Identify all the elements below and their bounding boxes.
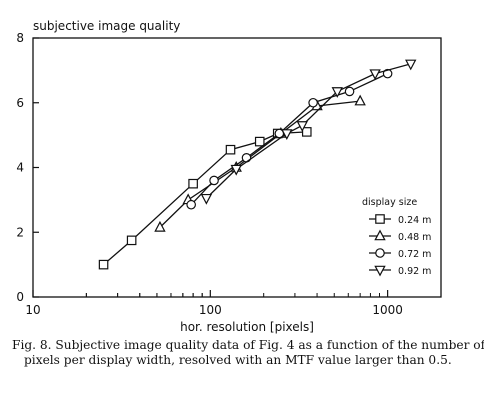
series-line	[159, 100, 361, 228]
data-point	[405, 59, 417, 71]
legend-label: 0.72 m	[398, 249, 431, 260]
data-point	[241, 152, 252, 163]
data-point	[254, 136, 265, 147]
data-point	[186, 199, 196, 210]
data-point	[154, 220, 166, 232]
data-point	[126, 235, 137, 246]
x-tick-label: 1000	[372, 303, 403, 317]
data-point	[98, 259, 109, 270]
y-tick-label: 8	[16, 31, 24, 45]
y-tick-label: 6	[16, 96, 24, 110]
legend-marker	[375, 248, 385, 258]
y-tick-label: 4	[16, 161, 24, 175]
data-point	[344, 86, 355, 97]
legend-marker	[374, 229, 386, 241]
figure-caption: Fig. 8. Subjective image quality data of…	[12, 338, 484, 367]
y-tick-label: 2	[16, 225, 24, 239]
legend-label: 0.48 m	[398, 232, 431, 243]
series-layer	[98, 59, 417, 270]
legend-marker	[374, 265, 386, 277]
data-point	[209, 175, 219, 186]
y-tick-label: 0	[16, 290, 24, 304]
data-point	[200, 193, 213, 205]
legend-marker	[375, 214, 385, 224]
data-point	[354, 94, 366, 106]
data-point	[308, 97, 318, 108]
legend: display size 0.24 m 0.48 m 0.72 m 0.92 m	[362, 197, 431, 277]
data-point	[225, 144, 236, 155]
data-point	[369, 69, 381, 81]
legend-title: display size	[362, 197, 417, 208]
data-point	[382, 68, 393, 79]
legend-label: 0.24 m	[398, 215, 431, 226]
data-point	[230, 164, 242, 176]
data-point	[301, 127, 312, 137]
data-point	[296, 121, 308, 132]
axes: 0 2 4 6 8 10 100 1000	[16, 31, 403, 317]
x-axis-label: hor. resolution [pixels]	[180, 320, 314, 334]
data-point	[281, 129, 293, 140]
legend-label: 0.92 m	[398, 266, 431, 277]
data-point	[188, 178, 198, 189]
x-tick-label: 100	[199, 303, 222, 317]
x-tick-label: 10	[25, 303, 40, 317]
chart-title: subjective image quality	[33, 19, 180, 33]
data-point	[331, 87, 343, 98]
